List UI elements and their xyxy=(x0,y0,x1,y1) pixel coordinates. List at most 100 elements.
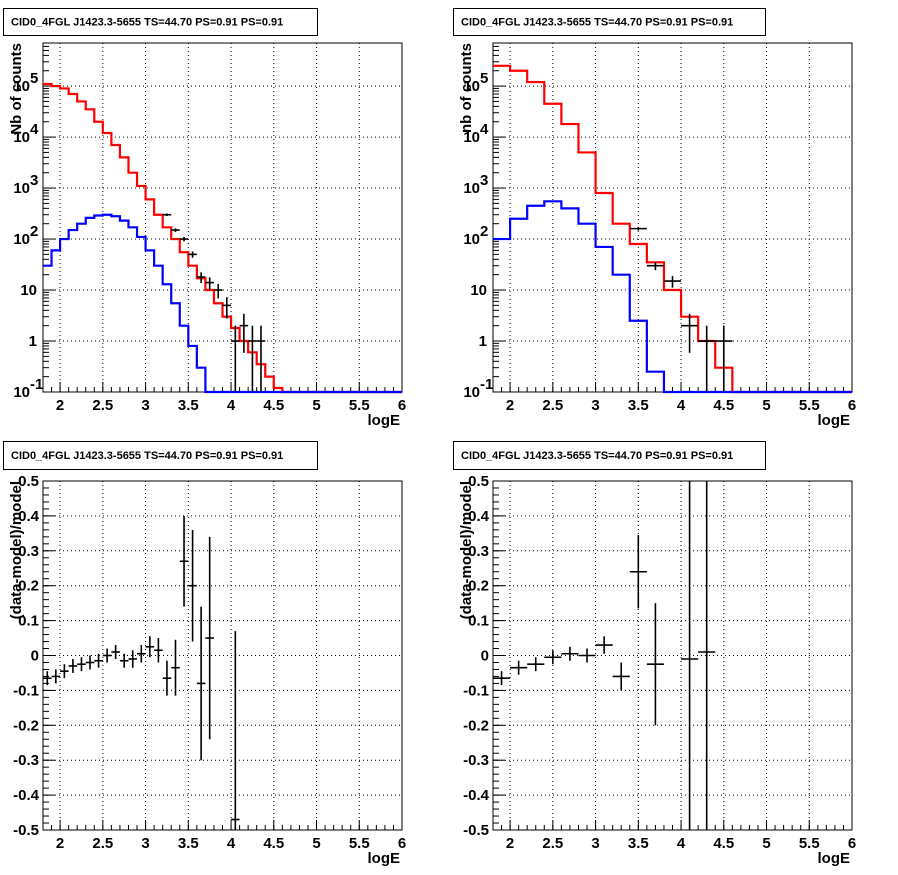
y-axis-label: nb of counts xyxy=(458,43,475,133)
residual-point xyxy=(196,606,206,761)
histogram-series-2 xyxy=(43,213,402,394)
data-point xyxy=(663,275,682,288)
x-tick-label: 5.5 xyxy=(799,835,820,852)
residual-point xyxy=(51,669,61,684)
x-axis-label: logE xyxy=(368,850,401,867)
x-tick-label: 4 xyxy=(677,835,686,852)
x-tick-label: 6 xyxy=(398,397,406,414)
residual-point xyxy=(128,650,138,668)
histogram-series-1 xyxy=(43,82,402,394)
y-tick-exponent: -1 xyxy=(30,376,43,393)
y-tick-label: 0 xyxy=(31,648,39,665)
data-point xyxy=(213,283,223,299)
residual-point xyxy=(561,646,579,661)
data-point xyxy=(681,313,699,353)
residual-point xyxy=(493,671,511,686)
x-tick-label: 6 xyxy=(848,397,856,414)
residual-point xyxy=(527,657,545,672)
plot-frame xyxy=(42,480,403,831)
x-axis-label: logE xyxy=(818,412,851,429)
residual-point xyxy=(681,481,699,830)
y-tick-label: 0.3 xyxy=(468,543,489,560)
plot-frame xyxy=(492,480,853,831)
y-tick-label: 10 xyxy=(13,384,30,401)
residual-point xyxy=(68,658,78,673)
x-tick-label: 2 xyxy=(506,835,514,852)
y-tick-label: 10 xyxy=(13,231,30,248)
chart-title: CID0_4FGL J1423.3-5655 TS=44.70 PS=0.91 … xyxy=(461,450,733,462)
y-tick-label: -0.4 xyxy=(463,787,490,804)
y-axis-label: (data-model)/model xyxy=(458,481,475,619)
residual-point xyxy=(102,648,112,663)
x-tick-label: 6 xyxy=(398,835,406,852)
residual-point xyxy=(94,653,103,668)
residual-point xyxy=(646,603,664,726)
x-tick-label: 4 xyxy=(227,397,236,414)
residual-point xyxy=(629,535,647,609)
y-tick-label: 0.1 xyxy=(468,613,489,630)
data-point xyxy=(205,277,214,290)
chart-panel-4: CID0_4FGL J1423.3-5655 TS=44.70 PS=0.91 … xyxy=(453,441,856,867)
data-point xyxy=(646,261,664,271)
data-point xyxy=(231,325,240,392)
y-tick-label: 0.5 xyxy=(18,473,39,490)
y-tick-exponent: 4 xyxy=(30,121,39,138)
residual-point xyxy=(43,671,52,686)
y-tick-label: -0.1 xyxy=(463,682,489,699)
y-tick-label: 10 xyxy=(13,129,30,146)
chart-title: CID0_4FGL J1423.3-5655 TS=44.70 PS=0.91 … xyxy=(461,17,733,29)
y-tick-label: 0.2 xyxy=(468,578,489,595)
data-point xyxy=(171,228,180,232)
x-tick-label: 3 xyxy=(141,835,149,852)
residual-point xyxy=(205,536,214,740)
data-point xyxy=(196,272,206,283)
y-tick-label: -0.2 xyxy=(463,717,489,734)
histogram-series-2 xyxy=(493,200,852,394)
y-tick-label: 10 xyxy=(463,78,480,95)
residual-point xyxy=(111,645,120,659)
x-tick-label: 5 xyxy=(312,397,320,414)
y-tick-label: 0.5 xyxy=(468,473,489,490)
x-axis-label: logE xyxy=(368,412,401,429)
chart-panel-2: CID0_4FGL J1423.3-5655 TS=44.70 PS=0.91 … xyxy=(453,8,856,429)
y-tick-exponent: 2 xyxy=(30,223,38,240)
residual-point xyxy=(698,481,716,830)
chart-title-box xyxy=(3,8,318,36)
y-tick-label: 0 xyxy=(481,648,489,665)
x-tick-label: 3.5 xyxy=(628,835,649,852)
y-tick-exponent: 3 xyxy=(30,172,38,189)
x-tick-label: 2.5 xyxy=(542,835,563,852)
x-tick-label: 3.5 xyxy=(628,397,649,414)
y-tick-label: 0.4 xyxy=(18,508,40,525)
x-tick-label: 5.5 xyxy=(799,397,820,414)
x-tick-label: 5 xyxy=(762,397,770,414)
residual-point xyxy=(77,657,86,672)
chart-title-box xyxy=(453,441,766,470)
residual-point xyxy=(171,639,180,696)
y-tick-label: 10 xyxy=(463,231,480,248)
y-tick-label: 10 xyxy=(470,282,487,299)
y-tick-label: 10 xyxy=(20,282,37,299)
x-tick-label: 4.5 xyxy=(713,397,734,414)
y-tick-label: -0.4 xyxy=(13,787,40,804)
data-point xyxy=(179,236,189,242)
chart-title-box xyxy=(3,441,318,470)
residual-point xyxy=(154,638,163,663)
residual-point xyxy=(544,650,562,665)
residual-point xyxy=(578,648,596,663)
residual-point xyxy=(145,636,155,658)
residual-point xyxy=(60,664,69,679)
y-tick-label: 10 xyxy=(463,129,480,146)
histogram-series-1 xyxy=(493,64,852,394)
x-tick-label: 3 xyxy=(591,835,599,852)
residual-point xyxy=(85,655,95,670)
residual-point xyxy=(162,660,172,696)
x-tick-label: 2 xyxy=(56,835,64,852)
x-tick-label: 5.5 xyxy=(349,397,370,414)
y-tick-label: 10 xyxy=(13,78,30,95)
x-tick-label: 5.5 xyxy=(349,835,370,852)
plot-frame xyxy=(42,42,403,393)
data-point xyxy=(715,325,733,392)
chart-title-box xyxy=(453,8,766,36)
